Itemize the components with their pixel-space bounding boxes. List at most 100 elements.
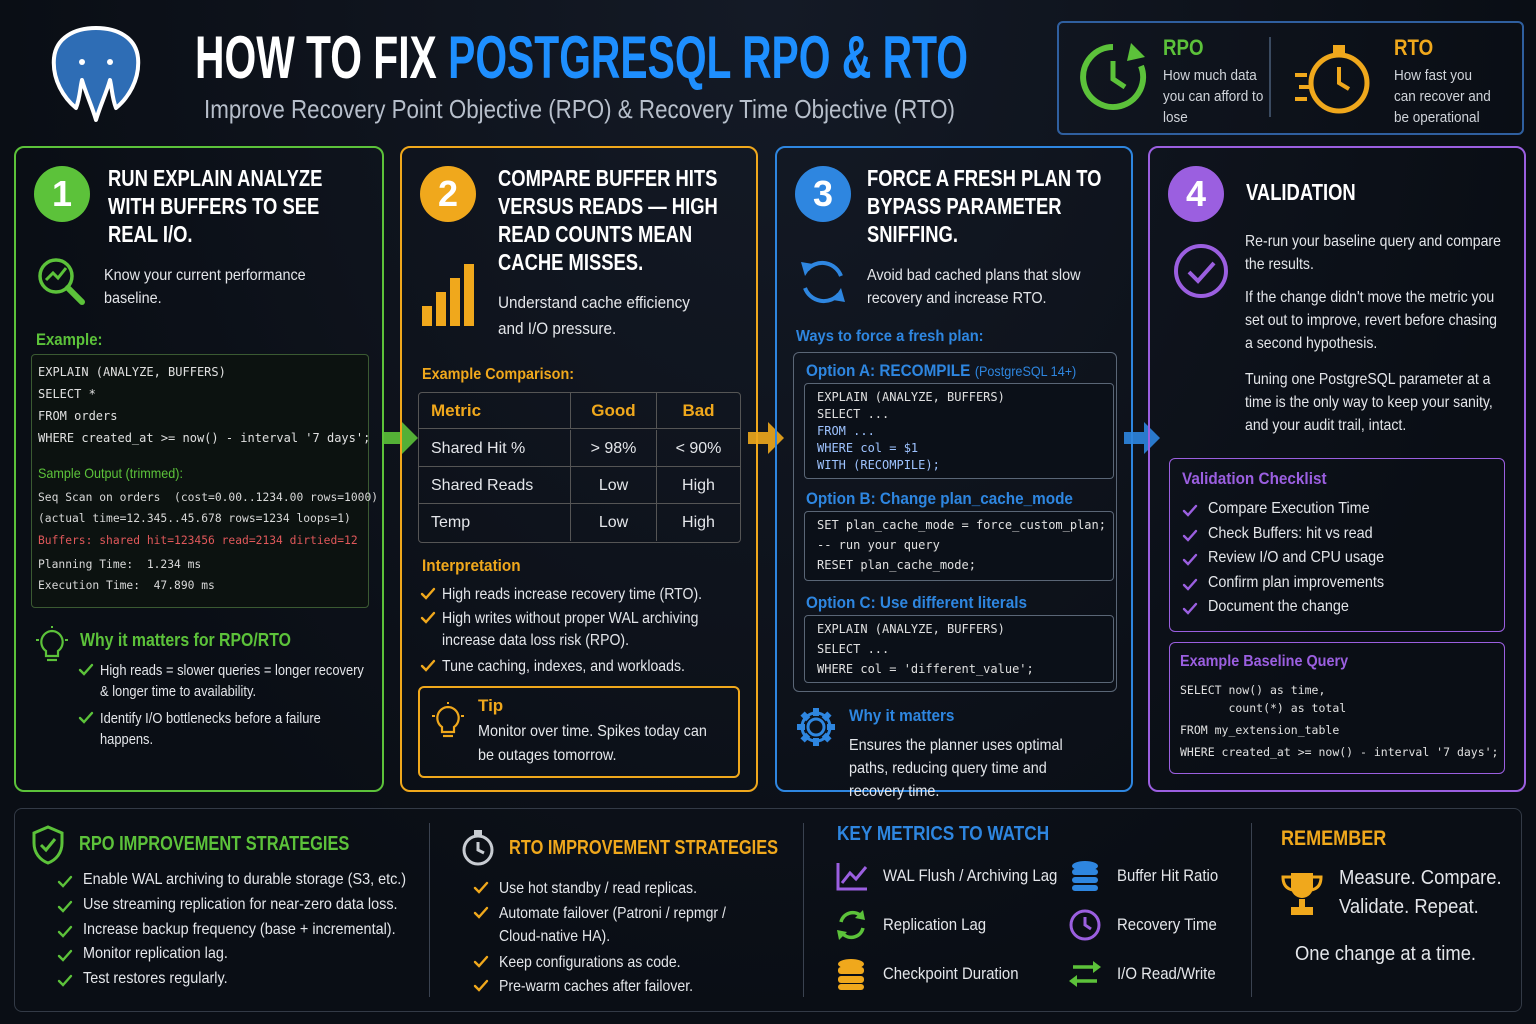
icon-part: [65, 285, 85, 305]
icon-part: [800, 711, 832, 743]
check-icon: [57, 973, 73, 989]
icon-part: [1182, 553, 1198, 566]
icon-part: [78, 711, 94, 724]
table-cell: Shared Reads: [419, 467, 571, 504]
icon-part: [57, 875, 73, 888]
icon-part: [1291, 873, 1313, 898]
table-cell: High: [682, 514, 715, 531]
check-icon: [473, 954, 489, 970]
footer-panel: RPO IMPROVEMENT STRATEGIES Enable WAL arc…: [14, 808, 1522, 1012]
remember-line: Validate. Repeat.: [1339, 896, 1479, 918]
logo: [44, 22, 148, 126]
checklist-item: Compare Execution Time: [1208, 500, 1370, 517]
output-line: Planning Time: 1.234 ms: [38, 558, 202, 571]
interpretation-item: High writes without proper WAL archiving…: [442, 610, 699, 649]
code-line: SELECT ...: [817, 407, 890, 421]
option-label: Option A: RECOMPILE (PostgreSQL 14+): [806, 361, 1076, 381]
step-title: COMPARE BUFFER HITS VERSUS READS — HIGH …: [498, 165, 718, 275]
footer-title: RPO IMPROVEMENT STRATEGIES: [79, 833, 350, 855]
icon-part: [420, 659, 436, 672]
icon-part: [473, 955, 489, 968]
icon-part: [422, 264, 474, 326]
icon-part: [473, 979, 489, 992]
icon-part: [40, 629, 64, 658]
checklist-item: Check Buffers: hit vs read: [1208, 524, 1373, 542]
icon-part: [1182, 602, 1198, 615]
icon-part: [57, 900, 73, 913]
icon-part: [1182, 553, 1198, 566]
step-number-badge: 1: [34, 166, 90, 222]
metric-item: Buffer Hit Ratio: [1117, 866, 1219, 885]
metric-item: Checkpoint Duration: [883, 964, 1019, 983]
icon-part: [51, 26, 141, 122]
check-icon: [1182, 577, 1198, 593]
validation-paragraph: Re-run your baseline query and compare t…: [1245, 233, 1501, 273]
icon-part: [1308, 52, 1370, 114]
code-box: EXPLAIN (ANALYZE, BUFFERS) SELECT * FROM o…: [31, 354, 378, 608]
tip-title: Tip: [478, 696, 504, 715]
icon-part: [801, 260, 845, 304]
title: HOW TO FIX POSTGRESQL RPO & RTO: [195, 24, 968, 92]
icon-part: [44, 267, 68, 282]
icon-part: [838, 976, 864, 983]
icon-part: [432, 702, 464, 738]
icon-part: [840, 866, 868, 884]
check-icon: [1182, 503, 1198, 519]
icon-part: [464, 264, 474, 326]
code-box: EXPLAIN (ANALYZE, BUFFERS) SELECT ... WHER…: [804, 615, 1114, 683]
metric-item: Recovery Time: [1117, 915, 1217, 934]
option-title: Option B: Change plan_cache_mode: [806, 489, 1073, 508]
icon-part: [855, 910, 865, 920]
flow-arrow: [1124, 420, 1160, 456]
icon-part: [1069, 975, 1077, 987]
code-line: FROM ...: [817, 424, 875, 438]
icon-part: [78, 663, 94, 676]
why-item: High reads = slower queries = longer rec…: [100, 662, 364, 700]
title-highlight: POSTGRESQL RPO & RTO: [448, 24, 969, 91]
table-cell: Low: [571, 467, 657, 504]
footer-title: KEY METRICS TO WATCH: [837, 823, 1050, 845]
table-header: Metric: [419, 393, 571, 429]
metric-icon: [1069, 908, 1103, 942]
icon-part: [1295, 45, 1370, 114]
section-label: Example Comparison:: [422, 366, 575, 383]
option-note: (PostgreSQL 14+): [974, 363, 1077, 379]
icon-part: [837, 910, 865, 940]
table-header: Good: [571, 393, 657, 429]
icon-part: [1182, 529, 1198, 542]
rto-item: Automate failover (Patroni / repmgr / Cl…: [499, 905, 726, 945]
icon-part: [473, 906, 489, 919]
code-line: WHERE col = 'different_value';: [817, 662, 1034, 676]
icon-part: [420, 587, 436, 600]
step-summary: Know your current performance baseline.: [104, 267, 306, 307]
tip-text: Monitor over time. Spikes today can be o…: [478, 723, 707, 764]
icon-part: [32, 825, 64, 865]
code-line: WHERE col = $1: [817, 441, 919, 455]
icon-part: [1069, 909, 1101, 941]
code-line: RESET plan_cache_mode;: [817, 558, 976, 572]
icon-part: [38, 258, 74, 294]
baseline-box: Example Baseline Query SELECT now() as ti…: [1169, 642, 1505, 774]
option-label: Option C: Use different literals: [806, 593, 1027, 613]
icon-part: [838, 967, 864, 974]
icon-part: [473, 881, 489, 894]
checklist-title: Validation Checklist: [1182, 469, 1327, 488]
check-icon: [1182, 601, 1198, 617]
step-title: VALIDATION: [1246, 179, 1356, 205]
icon-part: [1080, 43, 1147, 110]
code-line: SELECT now() as time,: [1180, 683, 1326, 697]
icon-part: [436, 705, 460, 734]
subtitle: Improve Recovery Point Objective (RPO) &…: [204, 94, 955, 124]
output-line: Execution Time: 47.890 ms: [38, 579, 215, 592]
checklist-item: Document the change: [1208, 598, 1349, 615]
check-icon: [473, 905, 489, 921]
trophy-icon: [1279, 869, 1325, 919]
icon-part: [836, 863, 868, 891]
icon-part: [57, 950, 73, 963]
icon-part: [38, 258, 85, 305]
rpo-item: Monitor replication lag.: [83, 945, 228, 963]
step-title: RUN EXPLAIN ANALYZE WITH BUFFERS TO SEE …: [108, 165, 323, 247]
icon-part: [801, 262, 813, 276]
